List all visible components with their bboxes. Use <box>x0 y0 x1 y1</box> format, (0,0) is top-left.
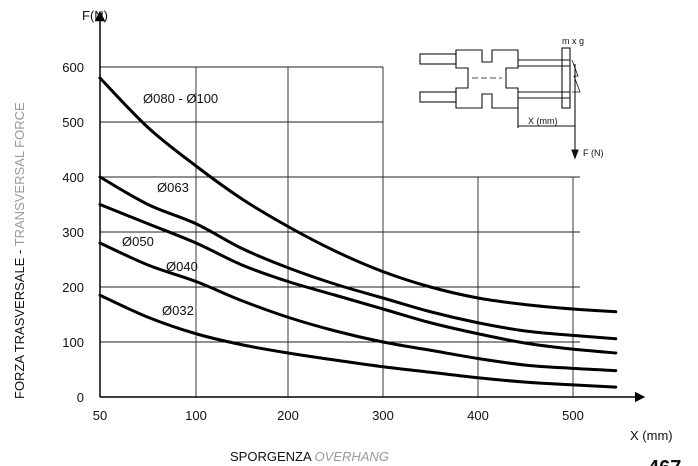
inset-rod-top <box>419 53 457 65</box>
x-tick-label: 200 <box>277 408 299 423</box>
inset-rod-bottom <box>419 91 457 103</box>
series-line-4 <box>98 293 618 389</box>
series-label-4: Ø032 <box>162 303 194 318</box>
series-label-1: Ø063 <box>157 180 189 195</box>
y-axis-title: F(N) <box>82 8 108 23</box>
y-tick-label: 600 <box>62 60 84 75</box>
x-tick-label: 50 <box>93 408 107 423</box>
grid <box>100 66 580 397</box>
series-label-3: Ø040 <box>166 259 198 274</box>
x-tick-label: 400 <box>467 408 489 423</box>
series-line-3 <box>98 241 618 373</box>
inset-end-plate <box>561 47 571 109</box>
x-tick-label: 100 <box>185 408 207 423</box>
series-label-2: Ø050 <box>122 234 154 249</box>
page-number: 467 <box>648 457 681 466</box>
y-axis-label-main: FORZA TRASVERSALE - <box>12 246 27 399</box>
y-tick-label: 0 <box>77 390 84 405</box>
inset-diagram <box>419 47 581 160</box>
y-tick-label: 400 <box>62 170 84 185</box>
inset-label-mxg: m x g <box>562 36 584 46</box>
series-line-1 <box>98 175 618 341</box>
series-labels: Ø080 - Ø100 Ø063 Ø050 Ø040 Ø032 <box>122 91 218 318</box>
series-lines <box>98 76 618 389</box>
inset-force-arrow <box>571 149 579 160</box>
y-tick-label: 500 <box>62 115 84 130</box>
series-label-0: Ø080 - Ø100 <box>143 91 218 106</box>
tick-labels: 0 100 200 300 400 500 600 50 100 200 300 400 500 <box>62 60 584 423</box>
x-axis-label-main: SPORGENZA <box>230 449 315 464</box>
y-tick-label: 200 <box>62 280 84 295</box>
inset-label-x: X (mm) <box>528 116 558 126</box>
y-axis-label-secondary: TRANSVERSAL FORCE <box>12 102 27 246</box>
x-axis-label-secondary: OVERHANG <box>315 449 389 464</box>
inset-spring-marks <box>571 59 581 93</box>
x-tick-label: 500 <box>562 408 584 423</box>
inset-body <box>455 49 519 109</box>
y-axis-label: FORZA TRASVERSALE - TRANSVERSAL FORCE <box>12 102 27 399</box>
inset-label-f: F (N) <box>583 148 604 158</box>
x-axis-label: SPORGENZA OVERHANG <box>230 449 389 464</box>
series-line-0 <box>98 76 618 314</box>
y-tick-label: 300 <box>62 225 84 240</box>
series-line-2 <box>98 203 618 355</box>
x-tick-label: 300 <box>372 408 394 423</box>
y-tick-label: 100 <box>62 335 84 350</box>
x-axis-title: X (mm) <box>630 428 673 443</box>
